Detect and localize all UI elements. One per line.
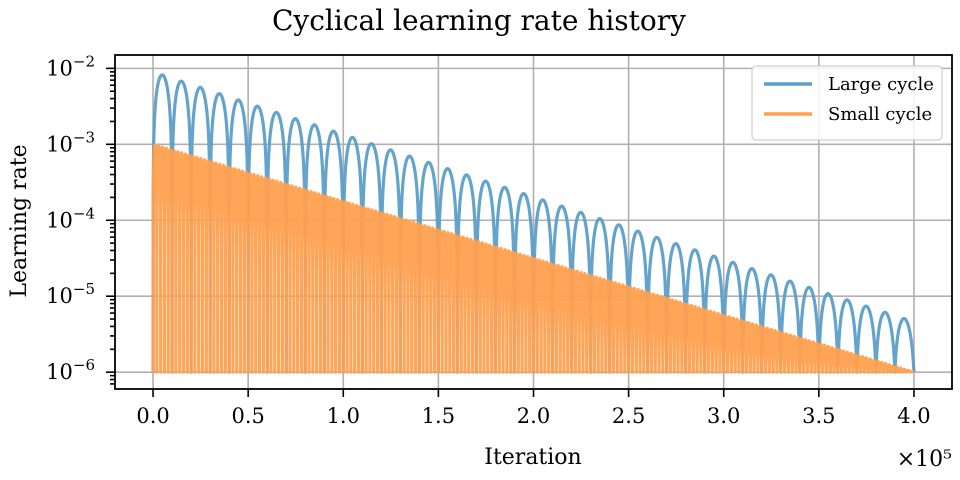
x-tick-label: 3.0 — [707, 404, 740, 428]
y-tick-label: 10−4 — [46, 204, 95, 232]
x-tick-label: 1.5 — [422, 404, 455, 428]
legend-label: Large cycle — [828, 74, 934, 95]
x-axis-label: Iteration — [484, 445, 581, 470]
x-tick-label: 4.0 — [897, 404, 930, 428]
x-tick-label: 2.0 — [517, 404, 550, 428]
y-tick-label: 10−6 — [46, 356, 95, 384]
y-tick-label: 10−2 — [46, 52, 95, 80]
chart-title: Cyclical learning rate history — [272, 4, 686, 37]
legend: Large cycle Small cycle — [751, 65, 943, 141]
x-tick-label: 1.0 — [327, 404, 360, 428]
series-line-1 — [151, 143, 916, 374]
y-tick-label: 10−3 — [46, 128, 95, 156]
y-tick-label: 10−5 — [46, 280, 95, 308]
x-tick-label: 0.0 — [136, 404, 169, 428]
y-axis-label: Learning rate — [7, 144, 32, 297]
x-axis-multiplier: ×10⁵ — [897, 447, 952, 472]
x-tick-label: 0.5 — [231, 404, 264, 428]
plot-area — [151, 73, 916, 374]
x-tick-label: 3.5 — [802, 404, 835, 428]
legend-label: Small cycle — [828, 104, 932, 125]
axis-ticks: 0.0 0.5 1.0 1.5 2.0 2.5 3.0 3.5 4.0 10−6 10−5 10−4 1… — [46, 52, 931, 428]
x-tick-label: 2.5 — [612, 404, 645, 428]
